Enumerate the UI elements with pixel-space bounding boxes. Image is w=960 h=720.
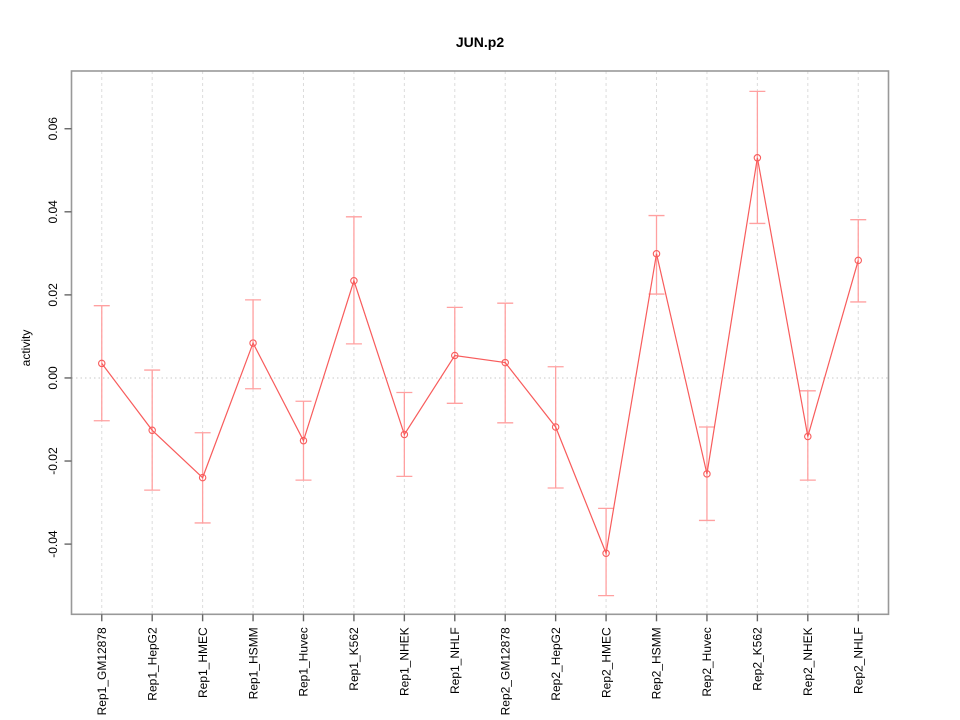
data-point [652, 250, 661, 258]
data-point [451, 351, 459, 360]
x-tick-label: Rep1_HMEC [196, 627, 210, 698]
x-tick-label: Rep2_GM12878 [498, 627, 512, 715]
x-tick-label: Rep1_NHLF [448, 627, 462, 694]
x-tick-label: Rep2_HMEC [599, 627, 613, 698]
data-point [551, 423, 560, 431]
data-point [148, 426, 156, 435]
data-point [753, 154, 762, 162]
data-point [350, 277, 358, 285]
x-tick-label: Rep1_GM12878 [95, 627, 109, 715]
x-tick-label: Rep1_HSMM [246, 627, 260, 699]
x-tick-label: Rep2_K562 [751, 627, 765, 691]
series-line [101, 157, 859, 556]
x-tick-label: Rep2_NHLF [851, 627, 865, 694]
data-point [98, 359, 106, 368]
data-point [804, 432, 812, 441]
plot-border [70, 70, 890, 616]
y-tick-label: 0.06 [46, 117, 60, 141]
y-tick-label: -0.02 [46, 447, 60, 475]
data-point [703, 470, 711, 478]
x-tick-label: Rep2_NHEK [801, 627, 815, 696]
x-tick-label: Rep1_K562 [347, 627, 361, 691]
x-tick-label: Rep1_NHEK [398, 627, 412, 696]
data-point [602, 549, 610, 557]
chart-title: JUN.p2 [455, 34, 505, 50]
data-point [854, 256, 862, 265]
y-tick-label: 0.04 [46, 200, 60, 224]
y-tick-label: 0.00 [46, 366, 60, 390]
x-tick-label: Rep1_Huvec [297, 627, 311, 696]
data-point [299, 436, 308, 445]
x-tick-label: Rep2_HepG2 [549, 627, 563, 701]
y-tick-label: -0.04 [46, 530, 60, 558]
data-point [501, 358, 509, 367]
y-tick-label: 0.02 [46, 283, 60, 307]
data-point [249, 339, 257, 347]
x-tick-label: Rep2_HSMM [650, 627, 664, 699]
data-point [198, 473, 207, 482]
data-point [400, 430, 409, 439]
x-tick-label: Rep2_Huvec [700, 627, 714, 696]
x-tick-label: Rep1_HepG2 [145, 627, 159, 701]
